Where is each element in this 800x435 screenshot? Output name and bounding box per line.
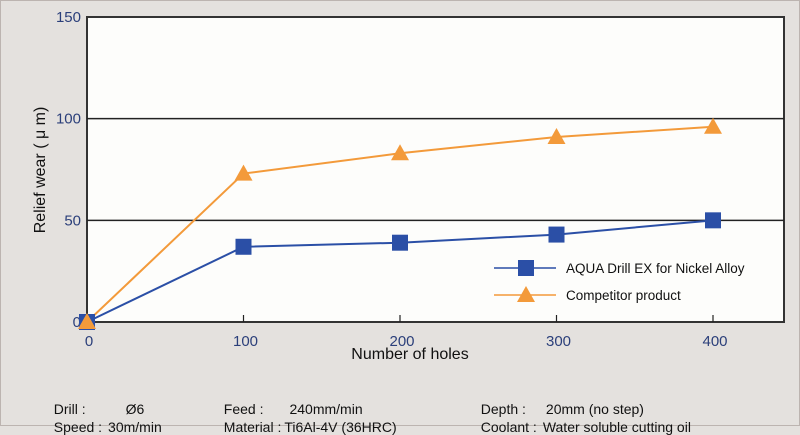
data-point-aqua [392, 234, 408, 251]
y-tick-label: 0 [73, 314, 81, 331]
condition-feed: Feed : 240mm/min [216, 385, 363, 417]
condition-label: Coolant : [480, 419, 537, 435]
legend-triangle-marker [517, 286, 535, 302]
y-axis-label: Relief wear ( μ m) [32, 107, 49, 234]
data-point-aqua [235, 238, 252, 255]
data-point-competitor [391, 144, 409, 161]
condition-label: Speed : [53, 419, 103, 435]
condition-label: Material : [223, 419, 282, 435]
y-tick-label: 50 [64, 212, 81, 229]
condition-value: Ø6 [125, 401, 145, 417]
data-point-competitor [704, 117, 722, 134]
x-tick-label: 0 [85, 333, 93, 350]
legend-square-marker [518, 260, 534, 276]
condition-material: Material : Ti6Al-4V (36HRC) [216, 403, 397, 435]
condition-value: Water soluble cutting oil [542, 419, 691, 435]
data-point-aqua [705, 212, 721, 229]
y-tick-label: 100 [56, 111, 81, 128]
legend: AQUA Drill EX for Nickel Alloy Competitor… [494, 260, 745, 303]
condition-coolant: Coolant : Water soluble cutting oil [473, 403, 691, 435]
x-tick-label: 400 [702, 333, 727, 350]
x-tick-label: 300 [546, 333, 571, 350]
condition-value: 30m/min [108, 419, 162, 435]
legend-label: Competitor product [566, 288, 681, 303]
condition-depth: Depth : 20mm (no step) [473, 385, 644, 417]
condition-value: 240mm/min [289, 401, 363, 417]
data-point-competitor [78, 313, 96, 329]
condition-speed: Speed : 30m/min [46, 403, 162, 435]
y-tick-label: 150 [56, 9, 81, 26]
condition-value: 20mm (no step) [545, 401, 644, 417]
x-axis-label: Number of holes [351, 346, 468, 363]
condition-label: Depth : [480, 401, 526, 417]
plot-area [86, 16, 785, 323]
condition-label: Feed : [223, 401, 264, 417]
x-tick-label: 100 [233, 333, 258, 350]
legend-label: AQUA Drill EX for Nickel Alloy [566, 261, 745, 276]
data-point-competitor [234, 164, 253, 181]
x-tick-label: 200 [389, 333, 414, 350]
condition-label: Drill : [53, 401, 86, 417]
wear-chart: 0 50 100 150 0 100 200 300 400 Relief wear ( μ … [32, 9, 785, 363]
data-point-aqua [548, 226, 565, 243]
condition-drill: Drill : Ø6 [46, 385, 145, 417]
condition-value: Ti6Al-4V (36HRC) [284, 419, 397, 435]
data-point-competitor [547, 127, 566, 144]
